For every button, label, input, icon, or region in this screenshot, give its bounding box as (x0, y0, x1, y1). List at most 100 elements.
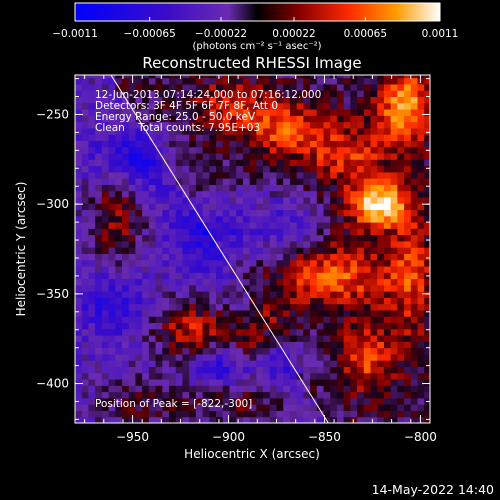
heatmap-cell (330, 109, 338, 116)
heatmap-cell (108, 385, 116, 393)
heatmap-cell (350, 109, 358, 116)
heatmap-cell (75, 115, 83, 123)
heatmap-cell (195, 284, 204, 292)
heatmap-cell (316, 284, 324, 292)
heatmap-cell (222, 96, 230, 104)
heatmap-cell (390, 309, 398, 317)
heatmap-cell (209, 140, 217, 148)
heatmap-cell (256, 234, 264, 242)
footer-timestamp: 14-May-2022 14:40 (372, 482, 494, 497)
heatmap-cell (229, 335, 237, 342)
heatmap-cell (377, 153, 385, 160)
heatmap-cell (195, 209, 204, 217)
heatmap-cell (236, 153, 244, 160)
heatmap-cell (410, 127, 419, 135)
heatmap-cell (310, 222, 318, 229)
heatmap-cell (249, 404, 257, 411)
heatmap-cell (148, 397, 157, 405)
heatmap-cell (128, 215, 136, 223)
heatmap-cell (242, 159, 251, 167)
heatmap-cell (357, 309, 365, 317)
heatmap-cell (269, 215, 277, 223)
heatmap-cell (310, 360, 318, 367)
heatmap-cell (357, 75, 365, 79)
heatmap-cell (289, 159, 298, 167)
heatmap-cell (108, 372, 116, 380)
heatmap-cell (115, 410, 123, 418)
heatmap-cell (289, 102, 298, 110)
heatmap-cell (350, 178, 358, 185)
heatmap-cell (410, 372, 419, 380)
heatmap-cell (296, 75, 304, 79)
heatmap-cell (410, 416, 419, 423)
heatmap-cell (390, 379, 398, 386)
heatmap-cell (296, 83, 304, 91)
heatmap-cell (357, 416, 365, 423)
heatmap-cell (101, 397, 110, 405)
heatmap-cell (169, 234, 177, 242)
heatmap-cell (296, 134, 304, 141)
heatmap-cell (336, 266, 345, 273)
heatmap-cell (323, 109, 331, 116)
heatmap-cell (323, 146, 331, 154)
heatmap-cell (189, 134, 197, 141)
heatmap-cell (350, 328, 358, 336)
heatmap-cell (88, 171, 96, 179)
heatmap-cell (283, 75, 291, 79)
heatmap-cell (195, 90, 204, 98)
heatmap-cell (397, 83, 405, 91)
heatmap-cell (88, 83, 96, 91)
heatmap-cell (370, 303, 378, 311)
heatmap-cell (404, 115, 412, 123)
heatmap-cell (95, 215, 103, 223)
heatmap-cell (122, 184, 130, 192)
heatmap-cell (182, 96, 190, 104)
heatmap-cell (397, 360, 405, 367)
heatmap-cell (377, 266, 385, 273)
heatmap-cell (310, 115, 318, 123)
heatmap-cell (122, 153, 130, 160)
heatmap-cell (424, 247, 430, 254)
heatmap-cell (148, 75, 157, 79)
heatmap-cell (249, 134, 257, 141)
heatmap-cell (95, 297, 103, 305)
heatmap-cell (269, 272, 277, 280)
heatmap-cell (424, 83, 430, 91)
heatmap-cell (323, 266, 331, 273)
heatmap-cell (81, 109, 89, 116)
heatmap-cell (108, 203, 116, 211)
heatmap-cell (242, 115, 251, 123)
x-tick-label: −900 (212, 430, 245, 444)
heatmap-cell (95, 109, 103, 116)
heatmap-cell (216, 115, 224, 123)
heatmap-cell (101, 322, 110, 330)
heatmap-cell (316, 159, 324, 167)
heatmap-cell (202, 222, 210, 229)
heatmap-cell (75, 347, 83, 355)
heatmap-cell (128, 121, 136, 129)
heatmap-cell (404, 391, 412, 399)
heatmap-cell (242, 309, 251, 317)
heatmap-cell (263, 196, 271, 204)
heatmap-cell (229, 159, 237, 167)
heatmap-cell (383, 115, 392, 123)
heatmap-cell (343, 190, 351, 198)
heatmap-cell (410, 297, 419, 305)
heatmap-cell (263, 372, 271, 380)
heatmap-cell (209, 385, 217, 393)
heatmap-cell (350, 259, 358, 267)
heatmap-cell (323, 75, 331, 79)
heatmap-cell (283, 316, 291, 324)
heatmap-cell (303, 165, 311, 173)
heatmap-cell (363, 153, 372, 160)
heatmap-cell (357, 83, 365, 91)
heatmap-cell (95, 379, 103, 386)
heatmap-cell (222, 75, 230, 79)
heatmap-cell (209, 165, 217, 173)
heatmap-cell (377, 102, 385, 110)
heatmap-cell (122, 203, 130, 211)
heatmap-cell (148, 165, 157, 173)
heatmap-cell (316, 416, 324, 423)
heatmap-cell (135, 366, 143, 374)
heatmap-cell (222, 234, 230, 242)
